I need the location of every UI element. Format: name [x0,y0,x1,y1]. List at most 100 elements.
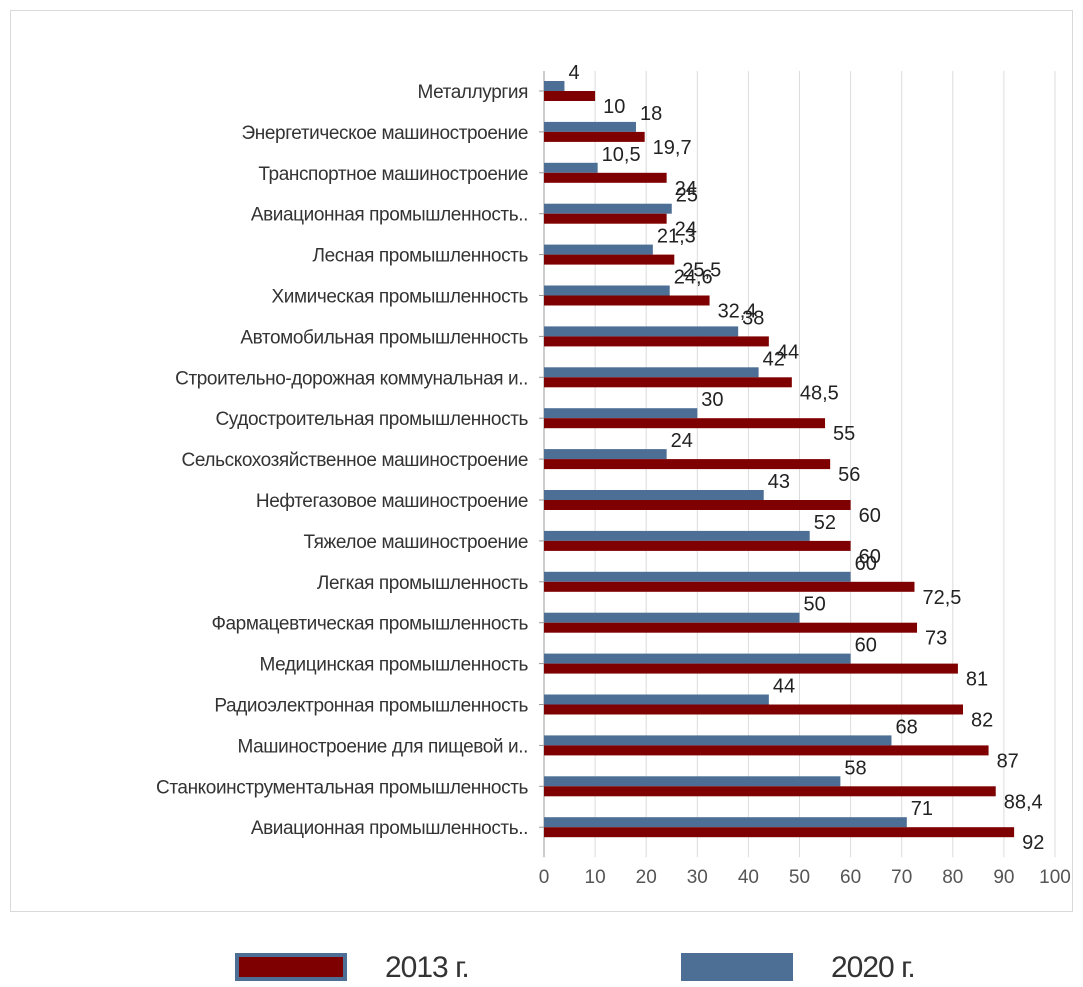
data-label-2013: 24 [675,178,697,200]
data-label-2013: 92 [1022,832,1044,854]
category-label: Автомобильная промышленность [240,327,528,348]
data-label-2013: 60 [859,505,881,527]
data-label-2013: 73 [925,628,947,650]
bar-2013 [544,254,675,265]
bar-2020 [544,490,764,500]
data-label-2020: 24,6 [674,267,713,289]
category-label: Легкая промышленность [317,573,529,594]
bar-chart: 0 10 20 30 40 50 60 70 80 90 100 Металлургия 4 10 Энер… [156,62,1071,888]
x-tick-label: 90 [993,867,1014,888]
bar-2013 [544,581,915,592]
data-label-2013: 48,5 [800,382,839,404]
category-label: Фармацевтическая промышленность [211,614,528,635]
legend-label-2013: 2013 г. [385,951,470,984]
x-tick-label: 70 [891,867,912,888]
bar-2013 [544,418,826,429]
data-label-2020: 18 [640,103,662,125]
bar-2013 [544,704,964,715]
category-label: Авиационная промышленность.. [251,205,528,226]
bar-2020 [544,735,892,746]
category-label: Тяжелое машиностроение [303,532,528,553]
bar-2020 [544,694,769,705]
category-label: Нефтегазовое машиностроение [256,491,528,512]
bar-2020 [544,817,907,828]
category-label: Металлургия [418,82,529,103]
data-label-2020: 71 [911,798,933,820]
category-label: Медицинская промышленность [259,655,528,676]
data-label-2020: 58 [844,757,866,779]
bar-2020 [544,162,598,173]
bar-2020 [544,121,636,132]
x-tick-label: 50 [789,867,810,888]
data-label-2013: 56 [838,464,860,486]
bar-2013 [544,500,851,510]
data-label-2013: 25,5 [682,260,721,282]
bar-2013 [544,745,989,756]
bar-2013 [544,786,996,797]
category-label: Строительно-дорожная коммунальная и.. [175,368,528,389]
bar-2013 [544,131,645,142]
bar-2013 [544,622,918,633]
data-label-2020: 10,5 [602,144,641,166]
bar-2013 [544,663,958,674]
bar-2020 [544,244,653,255]
data-label-2020: 21,3 [657,226,696,248]
data-label-2020: 24 [671,430,693,452]
x-tick-label: 20 [636,867,657,888]
x-tick-label: 100 [1039,867,1071,888]
data-label-2013: 60 [859,546,881,568]
bar-2020 [544,81,565,91]
data-label-2013: 44 [777,341,799,363]
data-label-2013: 10 [603,96,625,118]
data-label-2020: 50 [804,594,826,616]
category-label: Судостроительная промышленность [215,409,528,430]
bar-2020 [544,408,698,419]
category-label: Транспортное машиностроение [258,164,528,185]
category-label: Авиационная промышленность.. [251,818,528,839]
bar-2020 [544,367,759,378]
bar-2020 [544,653,851,664]
bar-2013 [544,459,831,470]
bar-2013 [544,213,667,224]
data-label-2020: 38 [742,307,764,329]
x-tick-label: 30 [687,867,708,888]
category-label: Энергетическое машиностроение [242,123,528,144]
category-label: Радиоэлектронная промышленность [214,696,528,717]
x-tick-label: 0 [539,867,550,888]
chart-frame: 0 10 20 30 40 50 60 70 80 90 100 Металлургия 4 10 Энер… [10,10,1073,912]
data-label-2020: 43 [768,471,790,493]
data-label-2013: 24 [675,219,697,241]
x-tick-label: 40 [738,867,759,888]
bar-2020 [544,571,851,582]
bar-2013 [544,172,667,183]
category-label: Станкоинструментальная промышленность [156,777,528,798]
bar-2013 [544,540,851,551]
legend-swatch-2020 [681,953,793,981]
x-tick-label: 60 [840,867,861,888]
data-label-2013: 72,5 [922,587,961,609]
category-label: Лесная промышленность [313,246,529,267]
data-label-2013: 81 [966,669,988,691]
data-label-2013: 82 [971,710,993,732]
category-label: Машиностроение для пищевой и.. [237,736,528,757]
data-label-2020: 60 [855,635,877,657]
bar-2013 [544,91,596,101]
data-label-2020: 52 [814,512,836,534]
bar-2020 [544,203,672,214]
category-label: Сельскохозяйственное машиностроение [182,450,528,471]
legend-item-2020: 2020 г. [681,953,916,987]
data-label-2020: 68 [895,716,917,738]
data-label-2020: 44 [773,676,795,698]
bar-2013 [544,377,792,388]
bar-2013 [544,336,769,347]
bar-2020 [544,449,667,460]
data-label-2020: 4 [568,62,579,84]
bar-2020 [544,326,739,337]
x-tick-label: 10 [585,867,606,888]
bar-2020 [544,612,800,623]
bar-2013 [544,295,710,306]
data-label-2020: 30 [701,389,723,411]
category-label: Химическая промышленность [272,287,529,308]
data-label-2013: 19,7 [653,137,692,159]
legend-swatch-2013 [235,953,347,981]
